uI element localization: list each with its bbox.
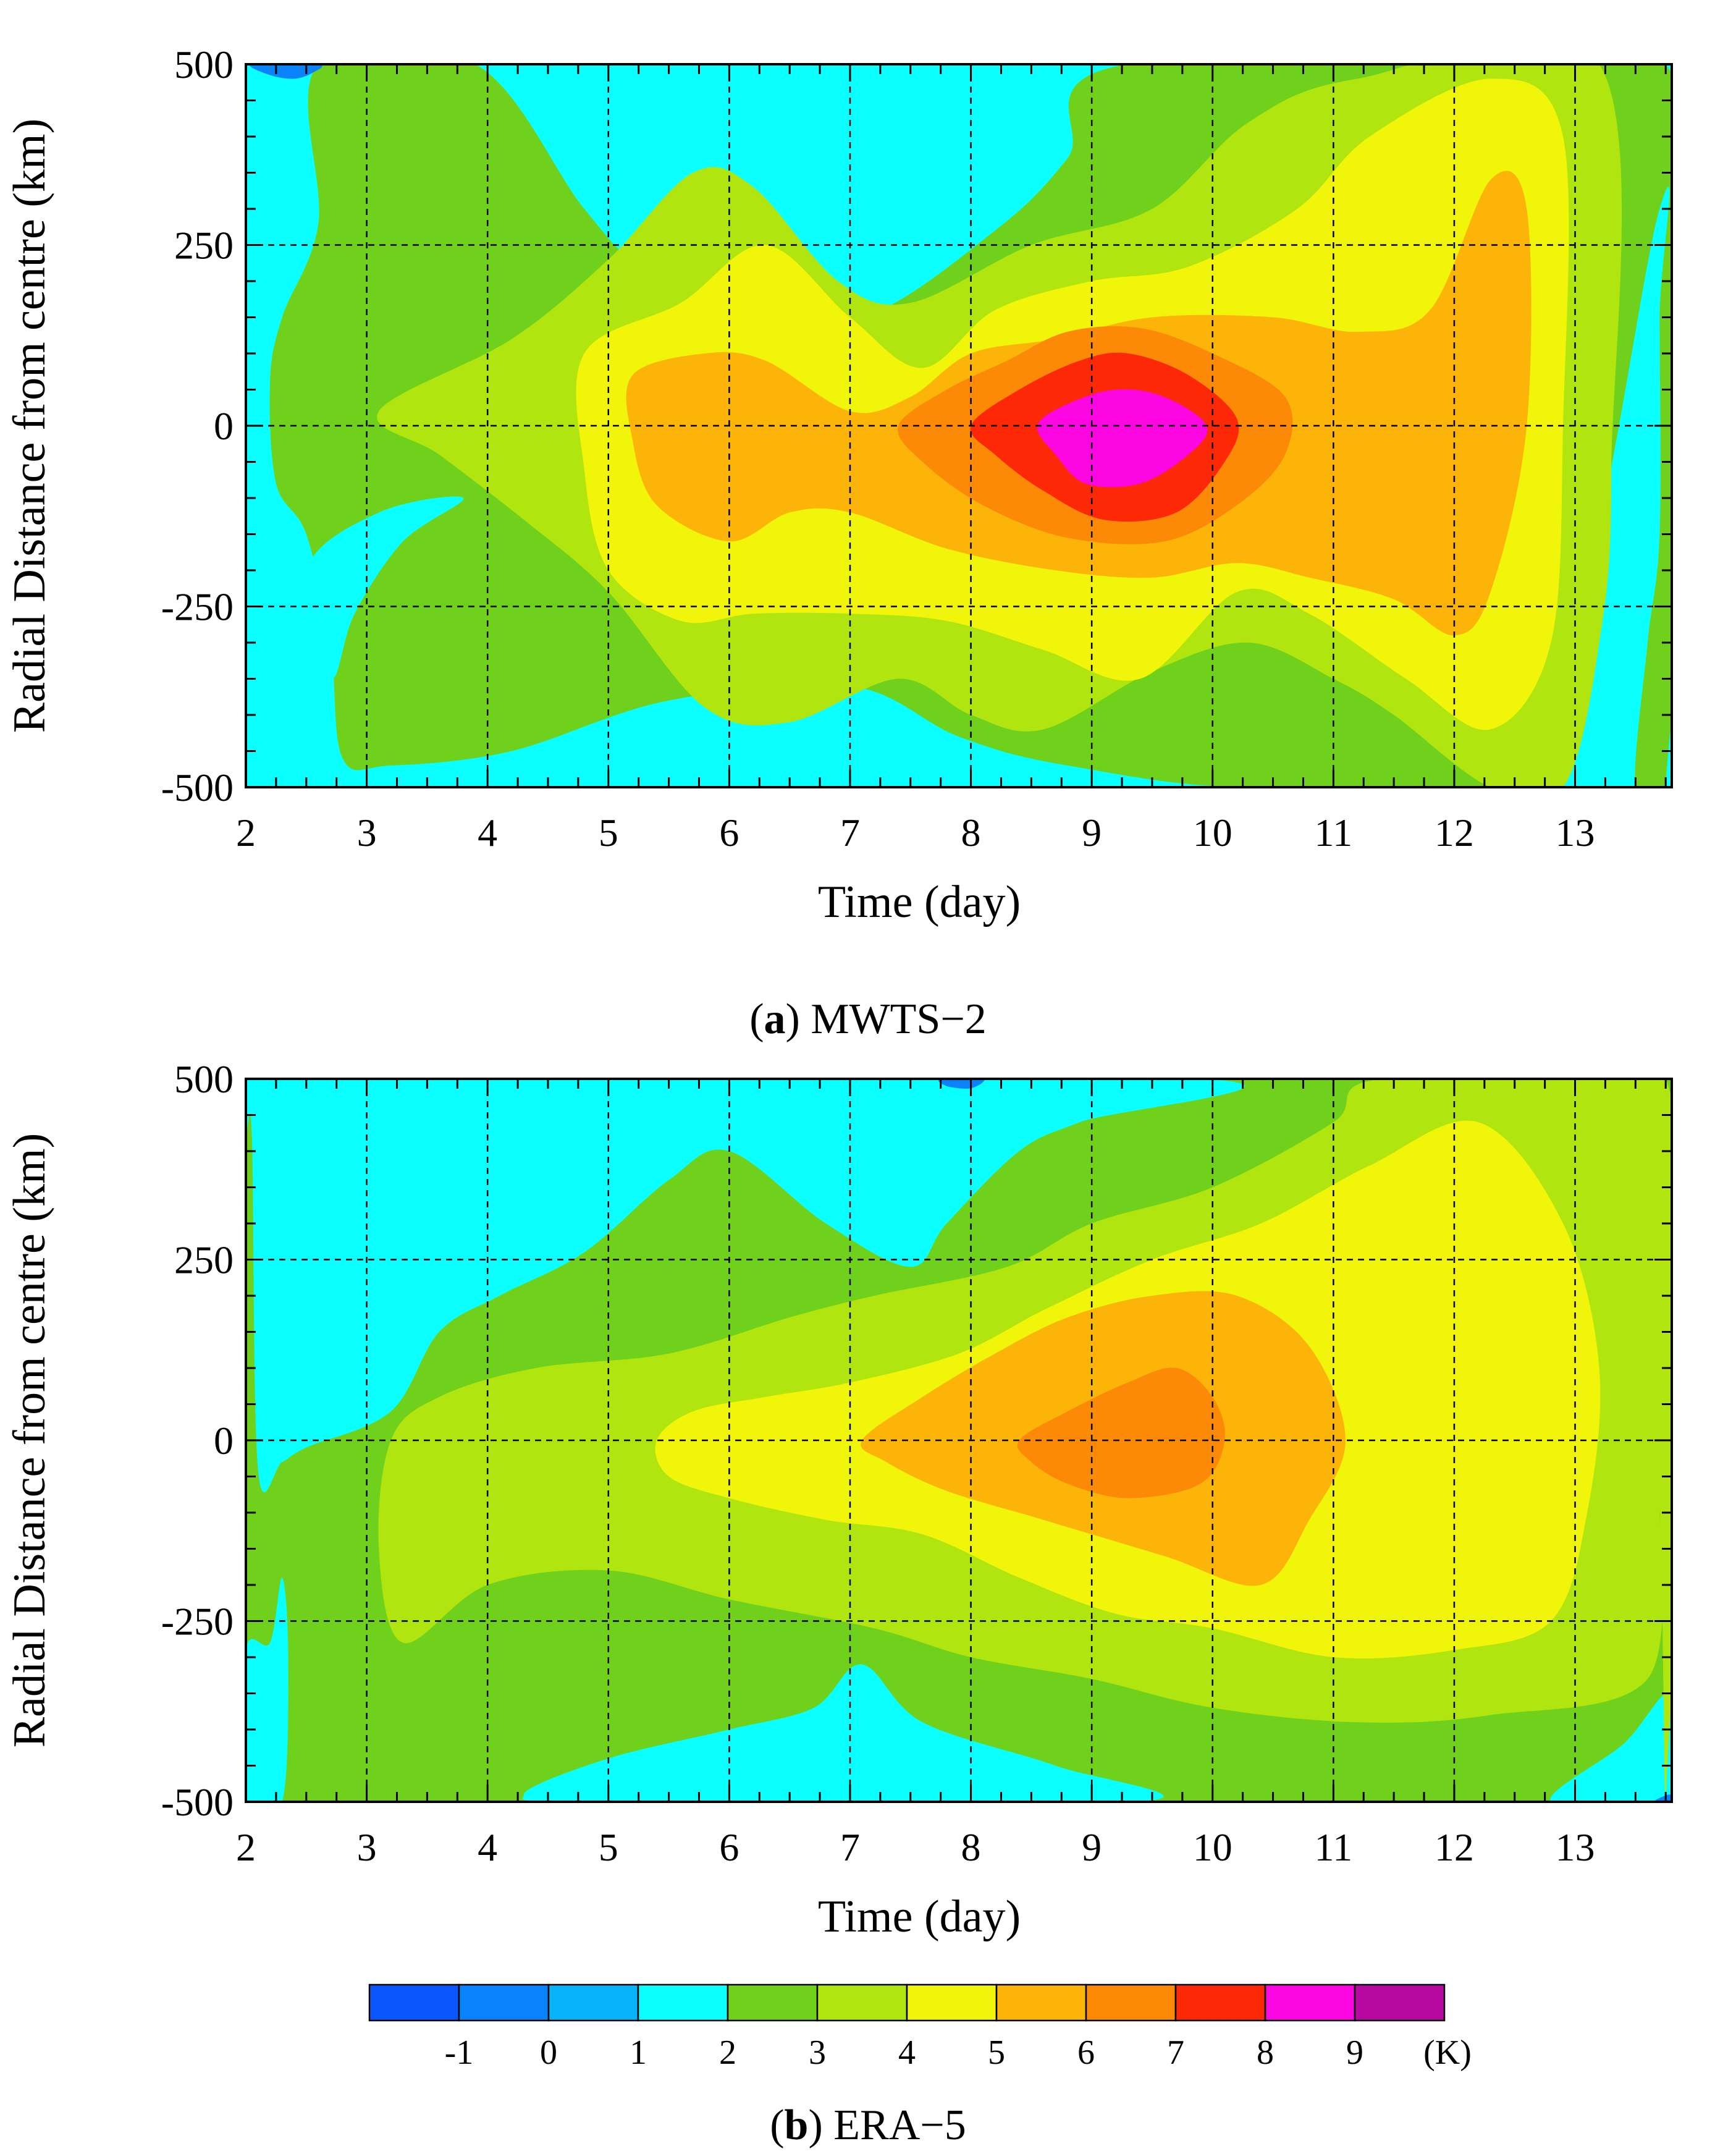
x-tick-label: 10 — [1193, 811, 1232, 855]
colorbar-swatch — [995, 1983, 1087, 2022]
contour-region-level-1 — [938, 1079, 985, 1089]
contour-region-level-3 — [246, 1577, 289, 1802]
contour-region-level-3 — [246, 1079, 1245, 1493]
y-tick-label: 250 — [174, 1238, 234, 1282]
x-tick-label: 2 — [236, 1825, 256, 1869]
colorbar-label: 0 — [540, 2034, 557, 2072]
grid — [246, 1079, 1672, 1802]
colorbar-label: 3 — [809, 2034, 826, 2072]
x-tick-label: 2 — [236, 811, 256, 855]
contour-region-level-8 — [1017, 1367, 1225, 1498]
y-tick-label: -500 — [161, 1780, 234, 1824]
x-tick-label: 13 — [1556, 811, 1595, 855]
x-tick-label: 12 — [1435, 811, 1474, 855]
colorbar-swatch — [1264, 1983, 1356, 2022]
x-tick-label: 4 — [478, 811, 497, 855]
x-tick-label: 13 — [1556, 1825, 1595, 1869]
contour-region-level-3 — [846, 64, 1016, 135]
contour-region-level-3 — [1550, 1692, 1672, 1802]
contour-region-level-3 — [305, 496, 464, 680]
y-tick-label: 500 — [174, 1057, 234, 1101]
panel-b-letter: b — [785, 2101, 809, 2149]
y-axis-label: Radial Distance from centre (km) — [4, 119, 55, 733]
colorbar-label: 6 — [1077, 2034, 1095, 2072]
x-tick-label: 8 — [961, 1825, 981, 1869]
x-tick-label: 6 — [719, 1825, 739, 1869]
x-tick-label: 7 — [840, 1825, 860, 1869]
x-axis-label: Time (day) — [818, 877, 1021, 927]
colorbar-label: 1 — [630, 2034, 647, 2072]
panel-b-caption: (b) ERA−5 — [770, 2101, 966, 2149]
x-tick-label: 11 — [1315, 811, 1353, 855]
x-tick-label: 3 — [357, 811, 377, 855]
panel-b: 2 3 4 5 6 7 8 9 10 11 12 13 500 250 0 -250 -500 Time (day… — [4, 1057, 1673, 1942]
x-tick-label: 11 — [1315, 1825, 1353, 1869]
colorbar-label: 4 — [898, 2034, 916, 2072]
colorbar-swatch — [1174, 1983, 1266, 2022]
contour-field — [246, 64, 1672, 787]
colorbar-swatch — [547, 1983, 639, 2022]
grid — [246, 64, 1672, 787]
contour-field — [246, 1079, 1672, 1802]
colorbar: -1 0 1 2 3 4 5 6 7 8 9 (K) — [368, 1983, 1472, 2072]
y-tick-label: -500 — [161, 766, 234, 809]
colorbar-swatch — [1354, 1983, 1446, 2022]
colorbar-swatch — [816, 1983, 908, 2022]
x-tick-label: 10 — [1193, 1825, 1232, 1869]
panel-a-title: MWTS−2 — [811, 995, 986, 1043]
panel-a-caption: (a) MWTS−2 — [749, 995, 987, 1043]
x-tick-label: 9 — [1082, 1825, 1102, 1869]
colorbar-label: 7 — [1167, 2034, 1184, 2072]
x-tick-label: 9 — [1082, 811, 1102, 855]
x-axis-label: Time (day) — [818, 1891, 1021, 1942]
y-tick-label: 0 — [214, 1419, 234, 1463]
ticks — [245, 1078, 1672, 1803]
ticks — [245, 63, 1672, 788]
colorbar-swatch — [1085, 1983, 1177, 2022]
colorbar-label: -1 — [445, 2034, 474, 2072]
colorbar-label: 8 — [1257, 2034, 1274, 2072]
colorbar-swatch — [727, 1983, 819, 2022]
colorbar-swatch — [368, 1983, 460, 2022]
x-tick-label: 8 — [961, 811, 981, 855]
y-tick-label: 250 — [174, 224, 234, 268]
colorbar-label: 2 — [719, 2034, 736, 2072]
x-tick-label: 5 — [599, 811, 618, 855]
y-axis-label: Radial Distance from centre (km) — [4, 1133, 55, 1747]
x-tick-label: 3 — [357, 1825, 377, 1869]
y-tick-label: 500 — [174, 43, 234, 87]
panel-b-title: ERA−5 — [833, 2101, 966, 2149]
x-tick-label: 5 — [599, 1825, 618, 1869]
colorbar-label: 5 — [988, 2034, 1005, 2072]
x-tick-label: 6 — [719, 811, 739, 855]
panel-a-letter: a — [764, 995, 786, 1043]
x-tick-label: 4 — [478, 1825, 497, 1869]
colorbar-label: 9 — [1346, 2034, 1363, 2072]
contour-region-level-10 — [1037, 389, 1208, 488]
contour-region-level-3 — [522, 1664, 1164, 1802]
y-tick-label: -250 — [161, 1600, 234, 1644]
colorbar-swatch — [906, 1983, 998, 2022]
x-tick-label: 12 — [1435, 1825, 1474, 1869]
colorbar-units: (K) — [1423, 2034, 1472, 2072]
colorbar-swatch — [458, 1983, 550, 2022]
y-tick-label: 0 — [214, 404, 234, 448]
colorbar-swatch — [637, 1983, 729, 2022]
contour-region-level-1 — [1653, 1794, 1672, 1802]
panel-a: 2 3 4 5 6 7 8 9 10 11 12 13 500 250 0 -250 -500 Time (day… — [4, 43, 1673, 927]
x-tick-label: 7 — [840, 811, 860, 855]
contour-region-level-1 — [250, 64, 322, 79]
y-tick-label: -250 — [161, 585, 234, 629]
